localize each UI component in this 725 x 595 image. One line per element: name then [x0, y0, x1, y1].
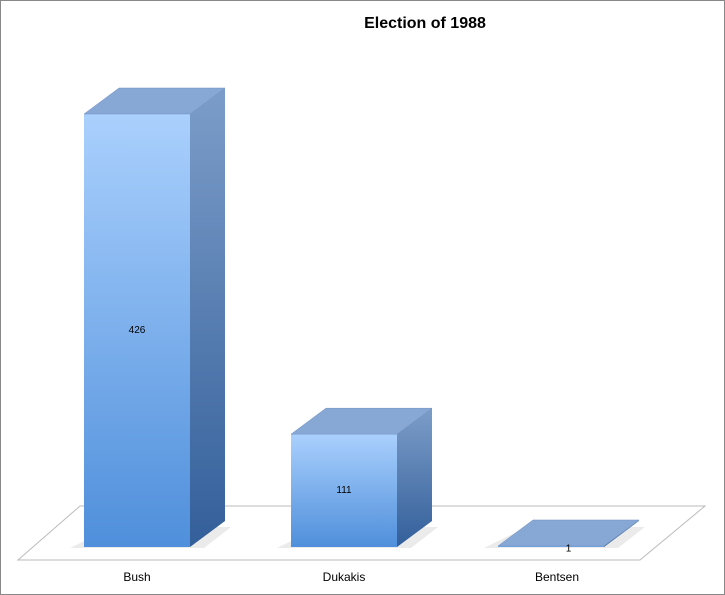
x-tick-label: Bush [123, 570, 150, 584]
data-label: 111 [336, 485, 352, 496]
bar-top [290, 407, 433, 435]
data-label: 426 [129, 325, 146, 336]
bar [498, 545, 604, 547]
bar-side [397, 408, 432, 547]
bar [84, 114, 190, 547]
bar [291, 434, 397, 547]
bar-top [83, 87, 226, 115]
bar-side [190, 88, 225, 547]
chart-title: Election of 1988 [364, 15, 486, 32]
x-tick-label: Bentsen [535, 570, 579, 584]
data-label: 1 [566, 544, 572, 555]
x-tick-label: Dukakis [323, 570, 366, 584]
bar-top [497, 519, 640, 547]
